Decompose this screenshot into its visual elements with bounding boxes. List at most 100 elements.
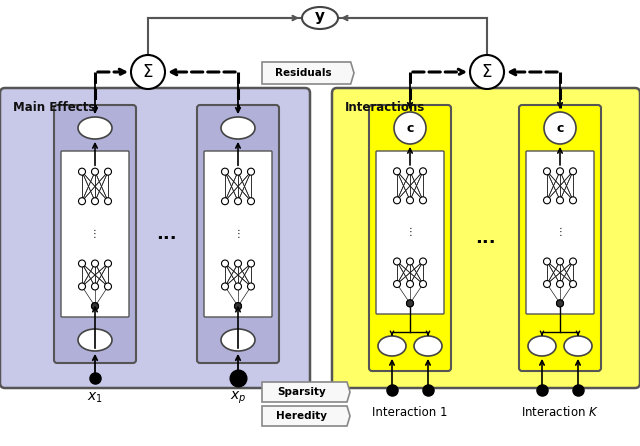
Circle shape <box>104 198 111 205</box>
Circle shape <box>248 168 255 175</box>
Circle shape <box>406 197 413 204</box>
Circle shape <box>104 260 111 267</box>
Circle shape <box>221 283 228 290</box>
FancyBboxPatch shape <box>369 105 451 371</box>
Text: ⋮: ⋮ <box>405 227 415 238</box>
Text: ⋮: ⋮ <box>555 227 565 238</box>
Circle shape <box>570 168 577 175</box>
Circle shape <box>406 168 413 175</box>
Circle shape <box>131 55 165 89</box>
FancyBboxPatch shape <box>332 88 640 388</box>
FancyBboxPatch shape <box>204 151 272 317</box>
Circle shape <box>406 300 413 307</box>
FancyBboxPatch shape <box>0 88 310 388</box>
Ellipse shape <box>78 117 112 139</box>
Circle shape <box>234 260 241 267</box>
Text: Σ: Σ <box>143 63 153 81</box>
Text: Sparsity: Sparsity <box>277 387 326 397</box>
FancyBboxPatch shape <box>376 151 444 314</box>
Circle shape <box>104 283 111 290</box>
Text: ⋮: ⋮ <box>233 229 243 239</box>
Circle shape <box>104 168 111 175</box>
Circle shape <box>557 300 563 307</box>
Circle shape <box>394 197 401 204</box>
Circle shape <box>557 258 563 265</box>
Circle shape <box>544 112 576 144</box>
Ellipse shape <box>221 329 255 351</box>
Circle shape <box>557 168 563 175</box>
Circle shape <box>419 197 426 204</box>
Text: $\mathbf{y}$: $\mathbf{y}$ <box>314 10 326 26</box>
Circle shape <box>394 281 401 288</box>
Circle shape <box>570 197 577 204</box>
Circle shape <box>419 168 426 175</box>
Circle shape <box>92 303 99 310</box>
Circle shape <box>543 168 550 175</box>
Circle shape <box>557 281 563 288</box>
Ellipse shape <box>221 117 255 139</box>
Circle shape <box>92 260 99 267</box>
Circle shape <box>419 258 426 265</box>
Circle shape <box>406 281 413 288</box>
Circle shape <box>221 168 228 175</box>
Circle shape <box>248 283 255 290</box>
Text: Main Effects: Main Effects <box>13 101 95 114</box>
FancyBboxPatch shape <box>61 151 129 317</box>
Circle shape <box>419 281 426 288</box>
Text: Interaction $K$: Interaction $K$ <box>521 405 599 419</box>
Text: ...: ... <box>156 225 177 243</box>
Circle shape <box>234 303 241 310</box>
Circle shape <box>394 258 401 265</box>
Text: Interaction 1: Interaction 1 <box>372 405 448 418</box>
FancyBboxPatch shape <box>519 105 601 371</box>
Polygon shape <box>262 406 350 426</box>
Circle shape <box>406 300 413 307</box>
Circle shape <box>406 258 413 265</box>
FancyBboxPatch shape <box>197 105 279 363</box>
Circle shape <box>79 260 86 267</box>
Text: Σ: Σ <box>482 63 492 81</box>
Text: $x_p$: $x_p$ <box>230 390 246 406</box>
Circle shape <box>470 55 504 89</box>
Circle shape <box>221 260 228 267</box>
Ellipse shape <box>414 336 442 356</box>
Circle shape <box>234 198 241 205</box>
Circle shape <box>570 258 577 265</box>
Circle shape <box>234 283 241 290</box>
Text: $x_1$: $x_1$ <box>87 391 103 405</box>
Text: ...: ... <box>475 229 495 247</box>
Circle shape <box>92 283 99 290</box>
Circle shape <box>92 168 99 175</box>
Text: Interactions: Interactions <box>345 101 425 114</box>
Circle shape <box>248 260 255 267</box>
Ellipse shape <box>528 336 556 356</box>
Ellipse shape <box>564 336 592 356</box>
Circle shape <box>248 198 255 205</box>
Circle shape <box>234 303 241 310</box>
Text: ⋮: ⋮ <box>90 229 100 239</box>
Polygon shape <box>262 62 354 84</box>
Text: c: c <box>556 121 564 135</box>
Circle shape <box>92 303 99 310</box>
Circle shape <box>234 168 241 175</box>
Ellipse shape <box>302 7 338 29</box>
Ellipse shape <box>78 329 112 351</box>
Circle shape <box>92 198 99 205</box>
Circle shape <box>570 281 577 288</box>
Circle shape <box>557 300 563 307</box>
FancyBboxPatch shape <box>54 105 136 363</box>
Text: Heredity: Heredity <box>276 411 327 421</box>
Circle shape <box>543 281 550 288</box>
Polygon shape <box>262 382 350 402</box>
Circle shape <box>221 198 228 205</box>
Text: c: c <box>406 121 413 135</box>
Ellipse shape <box>378 336 406 356</box>
Circle shape <box>394 112 426 144</box>
Circle shape <box>557 197 563 204</box>
Text: Residuals: Residuals <box>275 68 332 78</box>
Circle shape <box>543 258 550 265</box>
Circle shape <box>543 197 550 204</box>
FancyBboxPatch shape <box>526 151 594 314</box>
Circle shape <box>79 198 86 205</box>
Circle shape <box>79 283 86 290</box>
